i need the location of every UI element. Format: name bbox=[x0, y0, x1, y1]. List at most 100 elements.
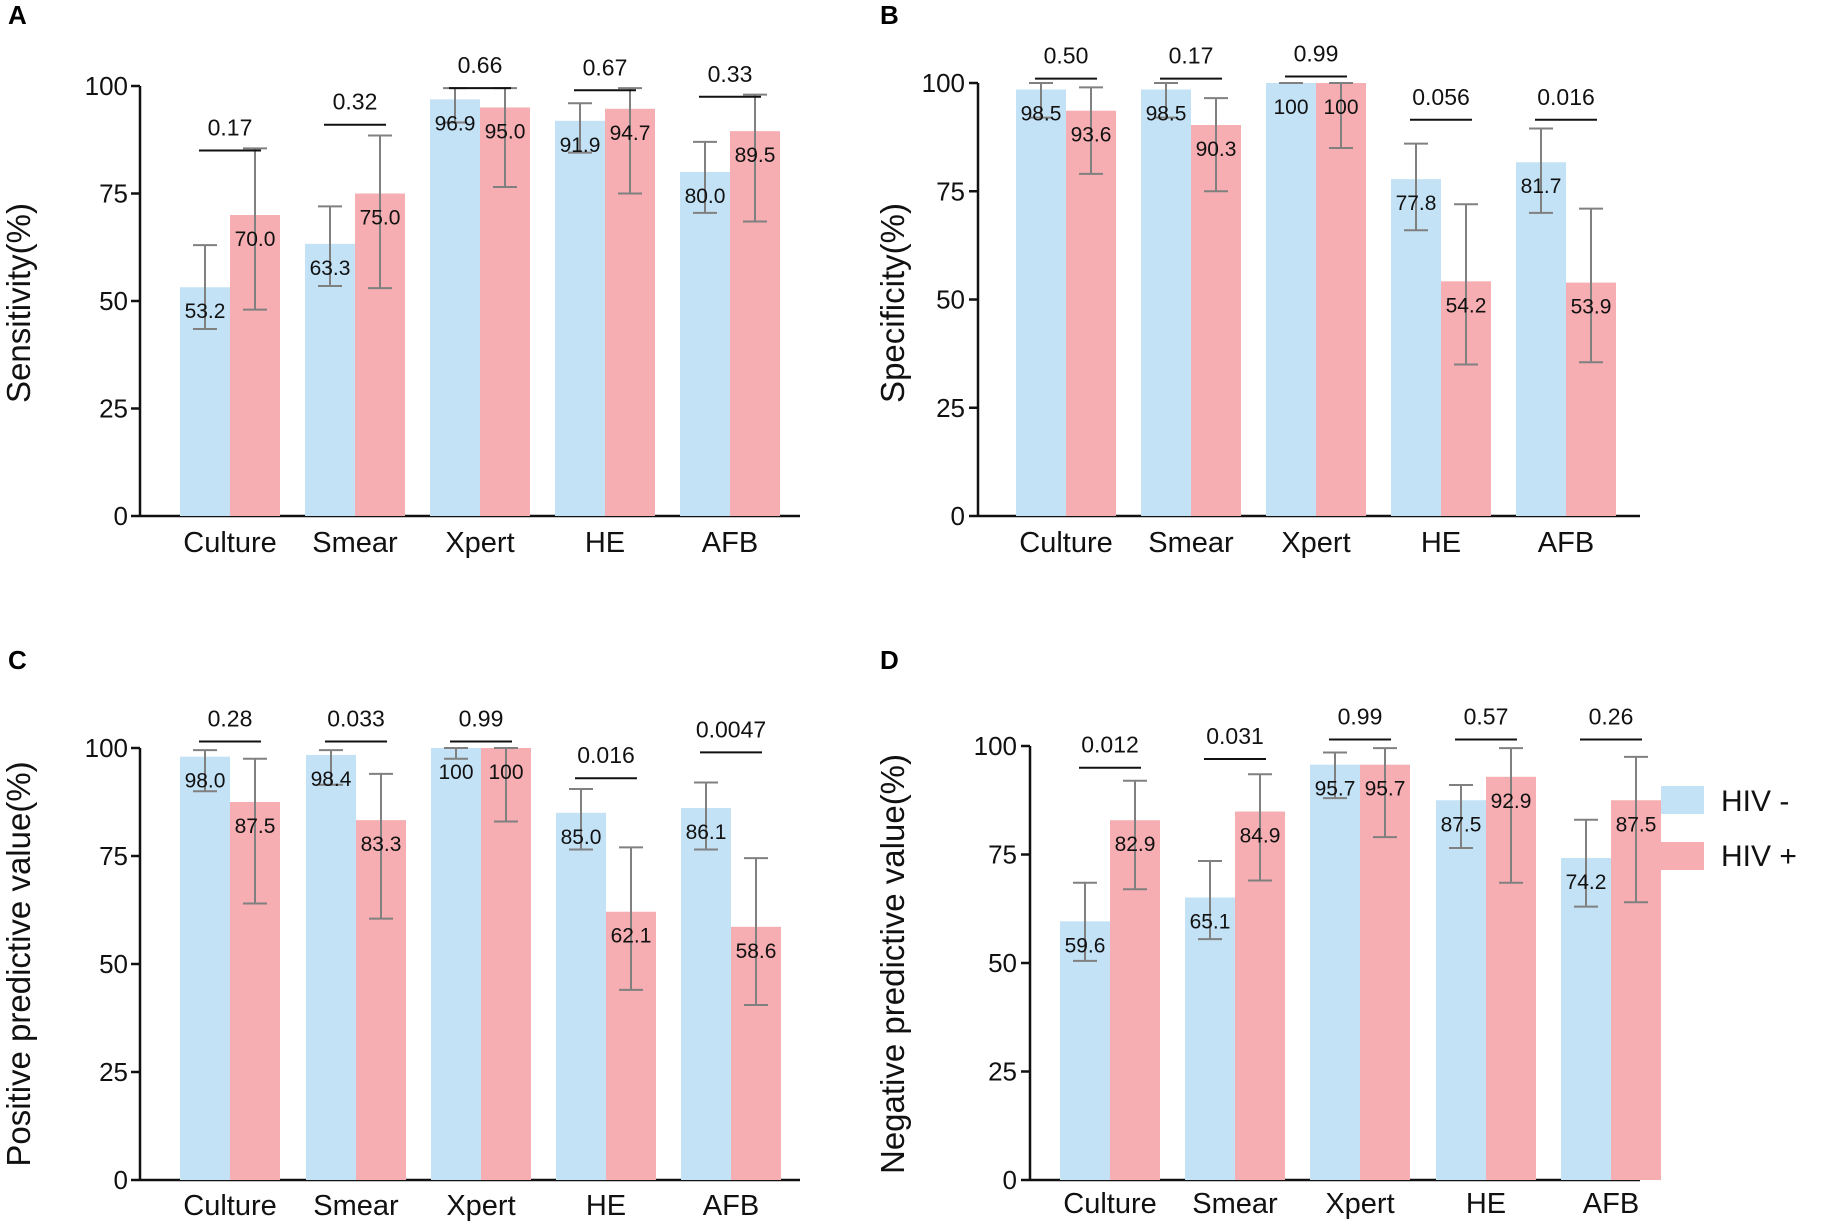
bar-value-label: 59.6 bbox=[1065, 934, 1106, 957]
bar-hiv-negative-afb bbox=[1561, 857, 1611, 1180]
bar-value-label: 82.9 bbox=[1115, 833, 1156, 856]
x-tick-label-xpert: Xpert bbox=[1281, 527, 1350, 559]
p-value-label: 0.26 bbox=[1589, 703, 1634, 729]
y-tick-label: 0 bbox=[951, 501, 965, 531]
y-tick-label: 75 bbox=[99, 841, 128, 871]
bar-value-label: 89.5 bbox=[735, 144, 776, 167]
bar-value-label: 100 bbox=[438, 761, 473, 784]
bar-value-label: 54.2 bbox=[1446, 294, 1487, 317]
bar-value-label: 62.1 bbox=[611, 925, 652, 948]
bar-value-label: 87.5 bbox=[1441, 813, 1482, 836]
bar-hiv-negative-he bbox=[556, 812, 606, 1180]
p-value-label: 0.0047 bbox=[696, 716, 766, 742]
p-value-label: 0.33 bbox=[708, 61, 753, 87]
y-tick-label: 25 bbox=[99, 1057, 128, 1087]
p-value-label: 0.99 bbox=[459, 706, 504, 732]
chart-panel-c: 0 25 50 75 100 Positive predictive value(%) 98… bbox=[0, 706, 800, 1222]
chart-panel-d: 0 25 50 75 100 Negative predictive value(%) 59… bbox=[874, 703, 1661, 1220]
p-value-label: 0.66 bbox=[458, 52, 503, 78]
x-tick-label-smear: Smear bbox=[1192, 1188, 1278, 1220]
bar-hiv-positive-culture bbox=[1066, 110, 1116, 516]
bar-value-label: 92.9 bbox=[1491, 790, 1532, 813]
bar-value-label: 87.5 bbox=[235, 815, 276, 838]
bar-value-label: 87.5 bbox=[1616, 813, 1657, 836]
x-tick-label-culture: Culture bbox=[183, 527, 277, 559]
y-axis-title: Negative predictive value(%) bbox=[874, 754, 911, 1174]
y-axis-title: Sensitivity(%) bbox=[0, 203, 37, 403]
bar-hiv-negative-xpert bbox=[1266, 83, 1316, 516]
p-value-label: 0.016 bbox=[1537, 84, 1595, 110]
x-tick-label-he: HE bbox=[1466, 1188, 1506, 1220]
y-tick-label: 50 bbox=[988, 948, 1017, 978]
legend-label-hiv-positive: HIV + bbox=[1721, 840, 1797, 873]
bar-hiv-negative-he bbox=[1436, 800, 1486, 1180]
bar-hiv-negative-smear bbox=[306, 754, 356, 1180]
bar-hiv-negative-he bbox=[555, 120, 605, 516]
x-tick-label-afb: AFB bbox=[703, 1190, 759, 1222]
bar-value-label: 83.3 bbox=[361, 833, 402, 856]
bar-value-label: 90.3 bbox=[1196, 138, 1237, 161]
y-tick-label: 75 bbox=[99, 179, 128, 209]
p-value-label: 0.28 bbox=[208, 706, 253, 732]
y-tick-label: 100 bbox=[922, 68, 965, 98]
y-tick-label: 50 bbox=[99, 286, 128, 316]
bar-value-label: 53.9 bbox=[1571, 296, 1612, 319]
bar-value-label: 94.7 bbox=[610, 122, 651, 145]
bar-value-label: 93.6 bbox=[1071, 124, 1112, 147]
bar-hiv-negative-culture bbox=[1060, 921, 1110, 1180]
bar-value-label: 77.8 bbox=[1396, 192, 1437, 215]
bar-value-label: 95.0 bbox=[485, 121, 526, 144]
y-axis-title: Specificity(%) bbox=[874, 203, 911, 403]
bar-value-label: 98.4 bbox=[311, 768, 352, 791]
p-value-label: 0.17 bbox=[1169, 43, 1214, 69]
x-tick-label-he: HE bbox=[585, 527, 625, 559]
y-tick-label: 50 bbox=[99, 949, 128, 979]
x-tick-label-afb: AFB bbox=[1583, 1188, 1639, 1220]
bar-hiv-negative-culture bbox=[180, 756, 230, 1180]
x-tick-label-smear: Smear bbox=[313, 1190, 399, 1222]
y-tick-label: 75 bbox=[988, 840, 1017, 870]
bar-hiv-negative-he bbox=[1391, 179, 1441, 516]
bar-hiv-negative-culture bbox=[1016, 89, 1066, 517]
x-tick-label-afb: AFB bbox=[702, 527, 758, 559]
bar-hiv-negative-afb bbox=[1516, 162, 1566, 516]
p-value-label: 0.033 bbox=[327, 706, 385, 732]
bar-value-label: 85.0 bbox=[561, 826, 602, 849]
panel-label-c: C bbox=[8, 645, 27, 675]
panel-label-a: A bbox=[8, 0, 27, 30]
bar-value-label: 91.9 bbox=[560, 134, 601, 157]
panel-label-d: D bbox=[880, 645, 899, 675]
x-tick-label-culture: Culture bbox=[183, 1190, 277, 1222]
bar-value-label: 70.0 bbox=[235, 228, 276, 251]
p-value-label: 0.056 bbox=[1412, 84, 1470, 110]
chart-panel-a: 0 25 50 75 100 Sensitivity(%) 53.2 70.0 Culture 0… bbox=[0, 52, 800, 559]
p-value-label: 0.031 bbox=[1206, 723, 1264, 749]
bar-value-label: 63.3 bbox=[310, 257, 351, 280]
y-tick-label: 75 bbox=[936, 176, 965, 206]
bar-value-label: 100 bbox=[1273, 96, 1308, 119]
bar-value-label: 75.0 bbox=[360, 207, 401, 230]
x-tick-label-smear: Smear bbox=[1148, 527, 1234, 559]
x-tick-label-culture: Culture bbox=[1019, 527, 1113, 559]
bar-hiv-negative-smear bbox=[305, 243, 355, 516]
bar-hiv-negative-xpert bbox=[430, 99, 480, 516]
bar-value-label: 98.0 bbox=[185, 770, 226, 793]
x-tick-label-xpert: Xpert bbox=[445, 527, 514, 559]
x-tick-label-xpert: Xpert bbox=[446, 1190, 515, 1222]
x-tick-label-culture: Culture bbox=[1063, 1188, 1157, 1220]
legend-swatch-hiv-negative bbox=[1661, 786, 1704, 814]
bar-value-label: 84.9 bbox=[1240, 825, 1281, 848]
bar-value-label: 100 bbox=[1323, 96, 1358, 119]
bar-value-label: 98.5 bbox=[1021, 102, 1062, 125]
bar-hiv-positive-xpert bbox=[1316, 83, 1366, 516]
y-tick-label: 0 bbox=[114, 501, 128, 531]
bar-value-label: 86.1 bbox=[686, 821, 727, 844]
panel-label-b: B bbox=[880, 0, 899, 30]
p-value-label: 0.67 bbox=[583, 54, 628, 80]
y-tick-label: 0 bbox=[114, 1165, 128, 1195]
x-tick-label-afb: AFB bbox=[1538, 527, 1594, 559]
y-tick-label: 25 bbox=[988, 1057, 1017, 1087]
x-tick-label-he: HE bbox=[586, 1190, 626, 1222]
bar-value-label: 100 bbox=[488, 761, 523, 784]
x-tick-label-he: HE bbox=[1421, 527, 1461, 559]
